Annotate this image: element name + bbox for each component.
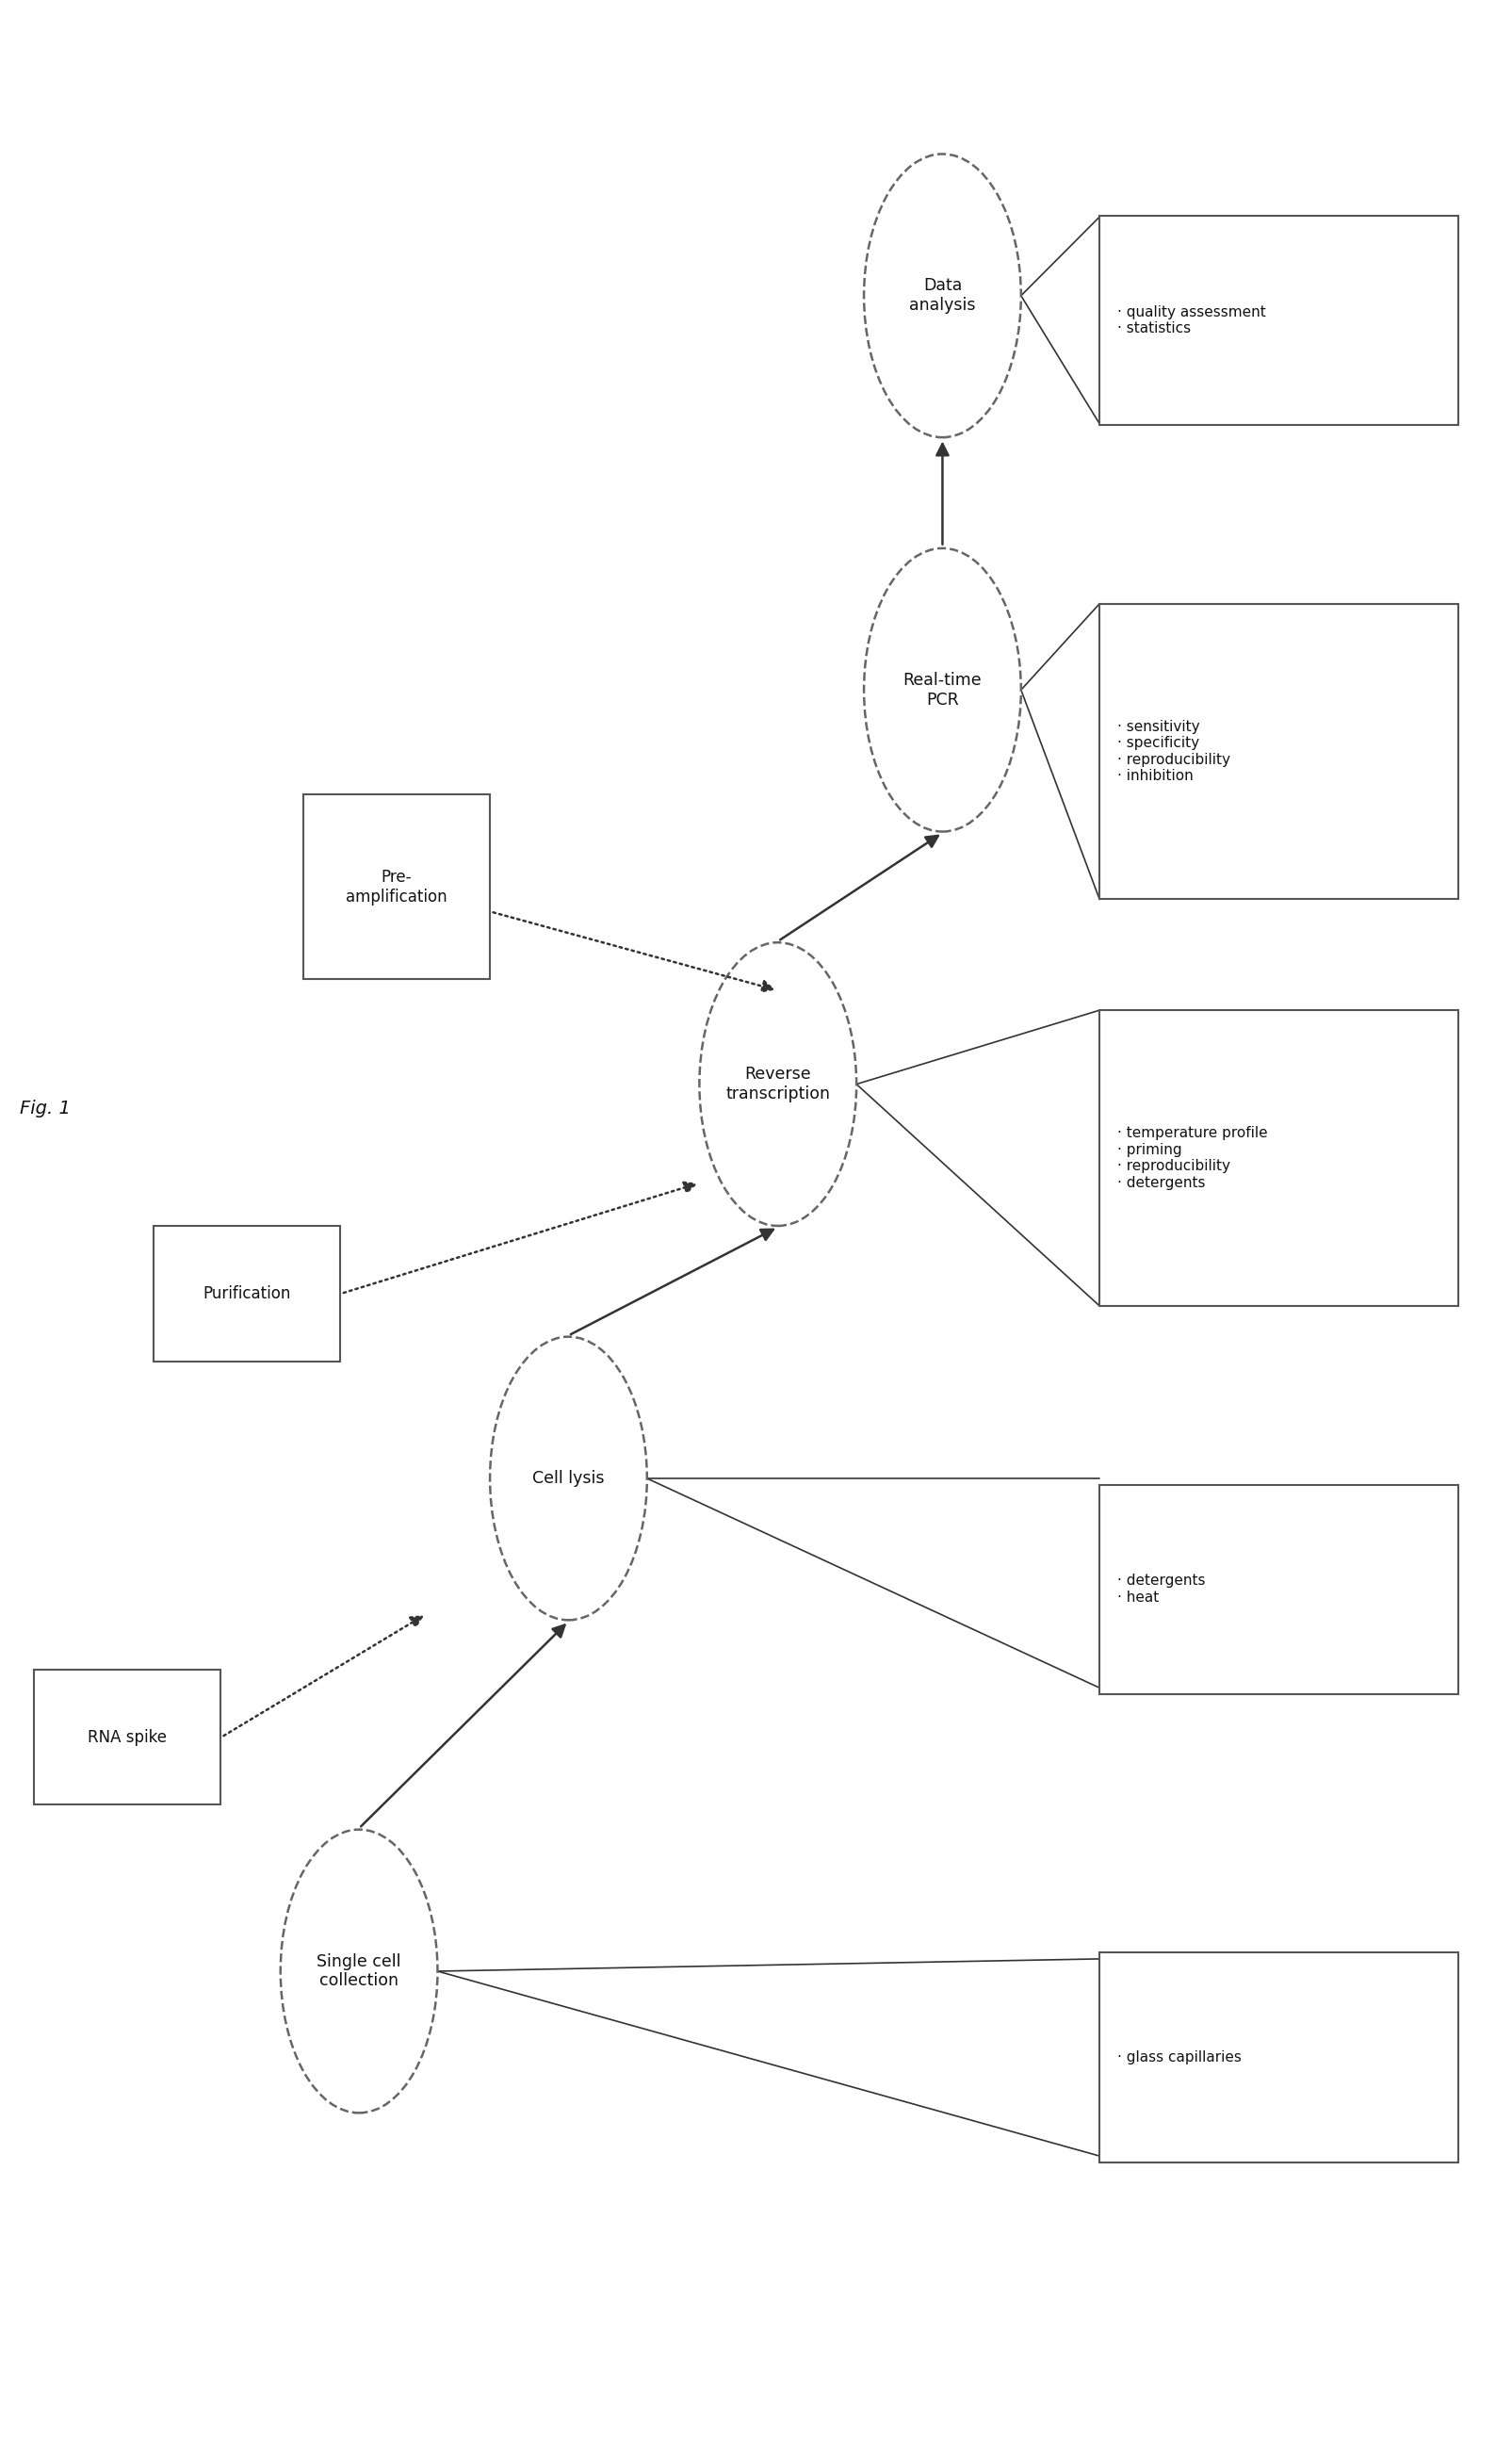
Text: Real-time
PCR: Real-time PCR — [904, 673, 981, 707]
Text: · temperature profile
· priming
· reproducibility
· detergents: · temperature profile · priming · reprod… — [1118, 1126, 1269, 1190]
FancyBboxPatch shape — [1100, 604, 1459, 899]
FancyBboxPatch shape — [1100, 1951, 1459, 2163]
FancyBboxPatch shape — [1100, 1483, 1459, 1695]
Ellipse shape — [281, 1828, 437, 2114]
Text: Reverse
transcription: Reverse transcription — [726, 1067, 830, 1101]
FancyBboxPatch shape — [302, 793, 491, 978]
Ellipse shape — [865, 153, 1020, 439]
Text: · detergents
· heat: · detergents · heat — [1118, 1574, 1206, 1604]
Text: RNA spike: RNA spike — [88, 1730, 166, 1745]
FancyBboxPatch shape — [154, 1227, 341, 1360]
FancyBboxPatch shape — [1100, 217, 1459, 424]
Text: Data
analysis: Data analysis — [910, 278, 975, 313]
FancyBboxPatch shape — [1100, 1010, 1459, 1306]
Text: Purification: Purification — [203, 1286, 290, 1301]
Text: · glass capillaries: · glass capillaries — [1118, 2050, 1242, 2065]
Text: Pre-
amplification: Pre- amplification — [346, 870, 447, 904]
Text: Fig. 1: Fig. 1 — [19, 1099, 70, 1119]
Ellipse shape — [699, 941, 856, 1225]
Ellipse shape — [491, 1335, 648, 1621]
Text: · quality assessment
· statistics: · quality assessment · statistics — [1118, 306, 1266, 335]
Text: · sensitivity
· specificity
· reproducibility
· inhibition: · sensitivity · specificity · reproducib… — [1118, 719, 1231, 784]
Text: Cell lysis: Cell lysis — [533, 1471, 604, 1486]
FancyBboxPatch shape — [34, 1671, 221, 1804]
Ellipse shape — [865, 549, 1020, 833]
Text: Single cell
collection: Single cell collection — [317, 1954, 401, 1988]
